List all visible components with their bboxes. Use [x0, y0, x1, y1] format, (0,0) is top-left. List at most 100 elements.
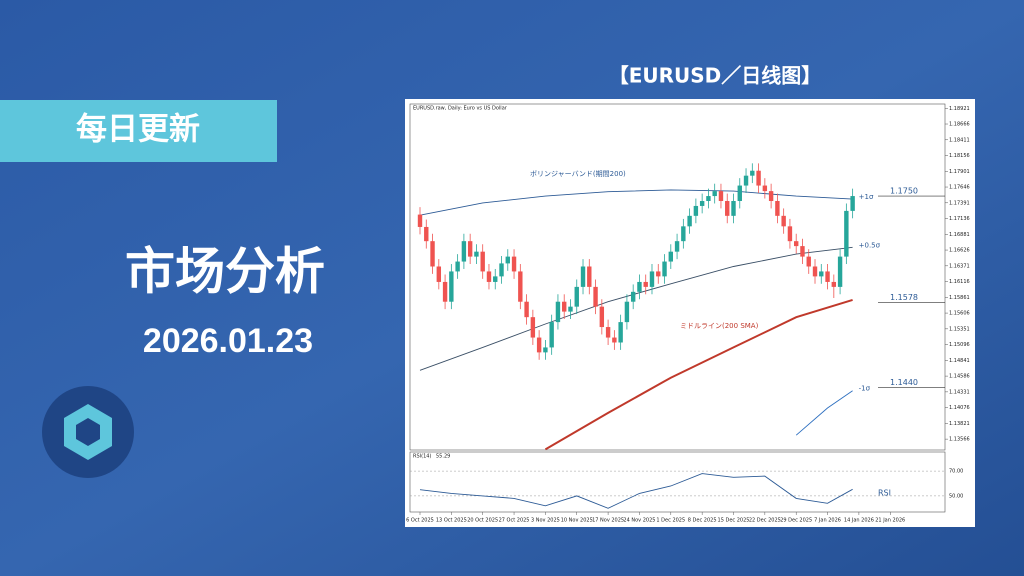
candle-body — [605, 327, 611, 338]
y-tick-label: 1.14331 — [949, 389, 970, 395]
candle-body — [831, 281, 837, 287]
x-tick-label: 29 Dec 2025 — [780, 518, 812, 524]
y-tick-label: 1.16626 — [949, 248, 970, 254]
band-line — [795, 390, 853, 436]
logo-cube-core — [76, 418, 100, 446]
candle-body — [781, 215, 786, 227]
candle-body — [574, 286, 579, 307]
candle-body — [681, 226, 686, 242]
y-tick-label: 1.15351 — [949, 326, 970, 332]
candle-body — [417, 214, 423, 227]
candle-body — [825, 271, 830, 282]
candle-body — [693, 205, 699, 216]
candle-body — [756, 170, 761, 186]
badge-bg — [0, 100, 277, 162]
y-tick-label: 1.17901 — [949, 169, 970, 175]
chart-title: 【EURUSD／日线图】 — [609, 64, 822, 88]
rsi-tick-label: 70.00 — [949, 469, 963, 475]
candle-body — [819, 271, 824, 277]
x-tick-label: 14 Jan 2026 — [844, 518, 874, 524]
candle-body — [630, 291, 636, 302]
band-line — [419, 189, 853, 216]
level-label: 1.1750 — [890, 187, 918, 196]
candle-body — [637, 281, 642, 292]
candle-body — [768, 191, 774, 202]
y-tick-label: 1.14076 — [949, 405, 970, 411]
y-tick-label: 1.15606 — [949, 311, 970, 317]
main-title: 市场分析 — [125, 243, 325, 301]
candle-body — [837, 256, 843, 287]
annotation: ボリンジャーバンド(期間200) — [530, 170, 626, 178]
y-tick-label: 1.16371 — [949, 263, 970, 269]
band-label: +0.5σ — [859, 241, 881, 249]
candle-body — [668, 251, 673, 262]
x-tick-label: 21 Jan 2026 — [875, 518, 905, 524]
chart-subtitle: EURUSD.raw, Daily: Euro vs US Dollar — [413, 106, 508, 112]
y-tick-label: 1.18666 — [949, 122, 970, 128]
band-line — [544, 298, 853, 451]
x-tick-label: 24 Nov 2025 — [623, 518, 655, 524]
level-label: 1.1440 — [890, 378, 918, 387]
candle-body — [743, 175, 749, 186]
x-tick-label: 7 Jan 2026 — [814, 518, 841, 524]
candle-body — [699, 201, 705, 206]
y-tick-label: 1.15096 — [949, 342, 970, 348]
candle-body — [524, 301, 529, 318]
y-tick-label: 1.18156 — [949, 153, 970, 159]
y-tick-label: 1.17646 — [949, 185, 970, 191]
candle-body — [806, 256, 811, 267]
y-tick-label: 1.16881 — [949, 232, 970, 238]
band-label: -1σ — [859, 385, 871, 393]
x-tick-label: 17 Nov 2025 — [592, 518, 624, 524]
candle-body — [706, 196, 711, 202]
x-tick-label: 15 Dec 2025 — [718, 518, 750, 524]
candle-body — [442, 281, 448, 302]
candle-body — [518, 271, 523, 302]
badge: 每日更新 — [76, 112, 200, 148]
candle-body — [430, 241, 435, 267]
candle-body — [750, 170, 755, 176]
x-tick-label: 8 Dec 2025 — [688, 518, 717, 524]
candle-body — [461, 241, 467, 262]
rsi-current: 55.29 — [436, 454, 450, 460]
chart-panel — [405, 99, 975, 527]
x-tick-label: 13 Oct 2025 — [436, 518, 467, 524]
x-tick-label: 10 Nov 2025 — [561, 518, 593, 524]
candle-body — [674, 241, 680, 252]
y-tick-label: 1.14586 — [949, 374, 970, 380]
candle-body — [511, 256, 517, 272]
candle-body — [737, 185, 742, 202]
candle-body — [555, 301, 561, 323]
x-tick-label: 1 Dec 2025 — [656, 518, 685, 524]
candle-body — [580, 266, 586, 287]
candle-body — [474, 251, 479, 257]
y-tick-label: 1.14841 — [949, 358, 970, 364]
x-tick-label: 20 Oct 2025 — [467, 518, 498, 524]
candle-body — [612, 337, 617, 343]
candle-body — [486, 271, 492, 282]
candle-body — [762, 185, 768, 192]
candle-body — [593, 286, 598, 307]
band-label: ミドルライン(200 SMA) — [680, 322, 759, 330]
candle-body — [618, 322, 623, 343]
x-tick-label: 22 Dec 2025 — [749, 518, 781, 524]
y-tick-label: 1.13566 — [949, 437, 970, 443]
candle-body — [467, 241, 473, 257]
candle-body — [725, 201, 730, 216]
candle-body — [599, 306, 605, 328]
candle-body — [449, 271, 454, 302]
y-tick-label: 1.13821 — [949, 421, 970, 427]
candle-body — [800, 246, 805, 257]
logo — [42, 386, 134, 478]
candle-body — [436, 266, 442, 282]
candle-body — [643, 281, 648, 287]
candle-body — [587, 266, 592, 287]
rsi-label: RSI — [878, 489, 891, 498]
candle-body — [536, 337, 542, 353]
y-tick-label: 1.17391 — [949, 200, 970, 206]
candle-body — [812, 266, 818, 277]
x-tick-label: 3 Nov 2025 — [531, 518, 560, 524]
y-tick-label: 1.16116 — [949, 279, 970, 285]
candle-body — [775, 201, 780, 216]
y-tick-label: 1.17136 — [949, 216, 970, 222]
